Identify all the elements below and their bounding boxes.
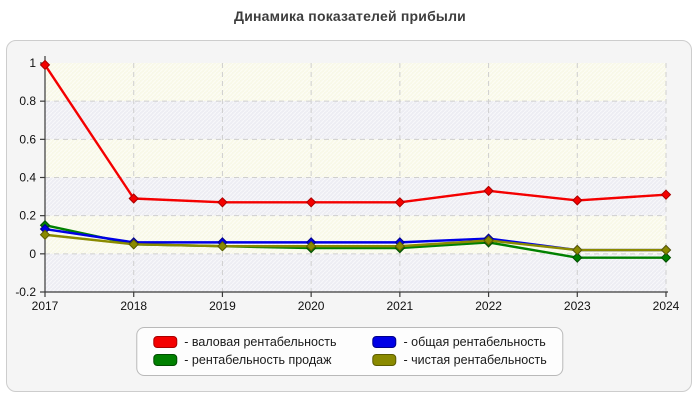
svg-text:2020: 2020: [298, 299, 325, 313]
svg-text:0.8: 0.8: [19, 94, 36, 108]
svg-text:2021: 2021: [387, 299, 414, 313]
legend: - валовая рентабельность - общая рентабе…: [136, 327, 564, 376]
chart-title: Динамика показателей прибыли: [234, 8, 466, 24]
svg-text:0.4: 0.4: [19, 171, 36, 185]
legend-label: - рентабельность продаж: [184, 353, 332, 367]
legend-item: - рентабельность продаж: [153, 353, 336, 367]
svg-text:1: 1: [29, 56, 36, 70]
svg-text:0.2: 0.2: [19, 209, 36, 223]
svg-text:2024: 2024: [653, 299, 680, 313]
legend-swatch-green: [153, 354, 178, 366]
legend-label: - чистая рентабельность: [403, 353, 547, 367]
legend-item: - валовая рентабельность: [153, 335, 337, 349]
svg-text:2018: 2018: [120, 299, 147, 313]
legend-label: - общая рентабельность: [403, 335, 546, 349]
svg-text:0.6: 0.6: [19, 132, 36, 146]
legend-item: - чистая рентабельность: [372, 353, 547, 367]
legend-label: - валовая рентабельность: [184, 335, 337, 349]
svg-text:2023: 2023: [564, 299, 591, 313]
svg-text:2017: 2017: [32, 299, 59, 313]
svg-text:-0.2: -0.2: [15, 285, 36, 299]
legend-swatch-red: [153, 336, 178, 348]
legend-item: - общая рентабельность: [372, 335, 547, 349]
svg-text:0: 0: [29, 247, 36, 261]
legend-swatch-olive: [372, 354, 397, 366]
svg-text:2022: 2022: [475, 299, 502, 313]
svg-text:2019: 2019: [209, 299, 236, 313]
legend-swatch-blue: [372, 336, 397, 348]
